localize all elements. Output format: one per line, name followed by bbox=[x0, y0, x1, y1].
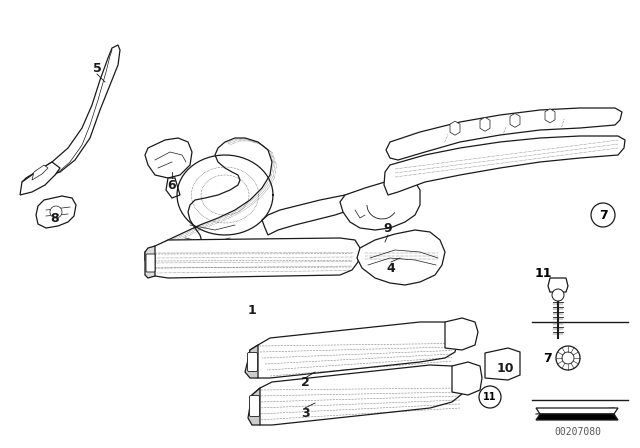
Text: 6: 6 bbox=[168, 178, 176, 191]
Text: 9: 9 bbox=[384, 221, 392, 234]
Polygon shape bbox=[32, 165, 48, 180]
Polygon shape bbox=[145, 138, 192, 178]
Circle shape bbox=[591, 203, 615, 227]
FancyBboxPatch shape bbox=[146, 254, 155, 272]
Text: 7: 7 bbox=[543, 352, 552, 365]
Polygon shape bbox=[22, 45, 120, 185]
Polygon shape bbox=[536, 414, 618, 420]
Circle shape bbox=[556, 346, 580, 370]
Text: 10: 10 bbox=[496, 362, 514, 375]
Polygon shape bbox=[150, 138, 272, 272]
Text: 7: 7 bbox=[598, 208, 607, 221]
Text: 8: 8 bbox=[51, 211, 60, 224]
Polygon shape bbox=[480, 117, 490, 131]
Text: 3: 3 bbox=[301, 406, 309, 419]
Text: 5: 5 bbox=[93, 61, 101, 74]
Text: 1: 1 bbox=[248, 303, 257, 316]
Polygon shape bbox=[166, 178, 180, 198]
FancyBboxPatch shape bbox=[250, 396, 259, 417]
Polygon shape bbox=[340, 180, 420, 230]
Polygon shape bbox=[545, 109, 555, 123]
Polygon shape bbox=[20, 162, 60, 195]
Polygon shape bbox=[450, 121, 460, 135]
Text: 4: 4 bbox=[387, 262, 396, 275]
Polygon shape bbox=[445, 318, 478, 350]
Polygon shape bbox=[145, 246, 155, 278]
Polygon shape bbox=[245, 345, 258, 378]
Polygon shape bbox=[262, 190, 375, 235]
Circle shape bbox=[562, 352, 574, 364]
Text: 2: 2 bbox=[301, 375, 309, 388]
Polygon shape bbox=[548, 278, 568, 292]
Text: 00207080: 00207080 bbox=[554, 427, 602, 437]
FancyBboxPatch shape bbox=[248, 353, 257, 371]
Polygon shape bbox=[386, 108, 622, 160]
Polygon shape bbox=[510, 113, 520, 127]
Polygon shape bbox=[36, 196, 76, 228]
Polygon shape bbox=[248, 388, 260, 425]
Polygon shape bbox=[357, 230, 445, 285]
Polygon shape bbox=[250, 365, 465, 425]
Polygon shape bbox=[485, 348, 520, 380]
Polygon shape bbox=[384, 136, 625, 195]
Polygon shape bbox=[452, 362, 482, 395]
Polygon shape bbox=[536, 408, 618, 414]
Text: 11: 11 bbox=[483, 392, 497, 402]
Polygon shape bbox=[248, 322, 458, 378]
Polygon shape bbox=[145, 238, 360, 278]
Text: 11: 11 bbox=[534, 267, 552, 280]
Circle shape bbox=[479, 386, 501, 408]
Circle shape bbox=[50, 206, 62, 218]
Circle shape bbox=[552, 289, 564, 301]
